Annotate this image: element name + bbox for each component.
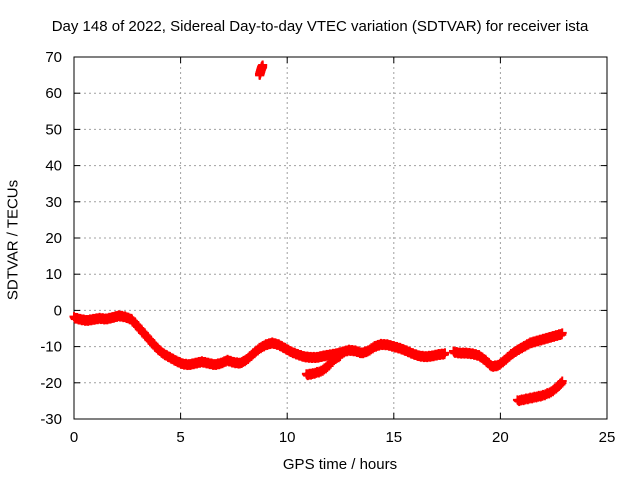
y-tick-label: 30 bbox=[45, 194, 62, 211]
x-tick-label: 5 bbox=[176, 429, 184, 446]
y-tick-label: -10 bbox=[40, 339, 62, 356]
data-point bbox=[557, 376, 567, 386]
x-tick-label: 0 bbox=[70, 429, 78, 446]
x-tick-label: 20 bbox=[492, 429, 509, 446]
y-tick-label: 0 bbox=[54, 302, 62, 319]
x-tick-label: 15 bbox=[385, 429, 402, 446]
data-point bbox=[440, 348, 450, 358]
y-tick-label: 40 bbox=[45, 158, 62, 175]
y-tick-label: 10 bbox=[45, 266, 62, 283]
x-tick-label: 10 bbox=[279, 429, 296, 446]
y-tick-label: -30 bbox=[40, 411, 62, 428]
x-axis-label: GPS time / hours bbox=[282, 456, 398, 473]
y-tick-label: 50 bbox=[45, 121, 62, 138]
y-tick-label: 60 bbox=[45, 85, 62, 102]
y-tick-label: -20 bbox=[40, 375, 62, 392]
x-tick-label: 25 bbox=[599, 429, 616, 446]
data-point bbox=[336, 350, 345, 360]
y-tick-label: 70 bbox=[45, 49, 62, 66]
chart-title: Day 148 of 2022, Sidereal Day-to-day VTE… bbox=[51, 18, 589, 35]
data-point bbox=[258, 60, 268, 70]
axis-ticks: 0 5 10 15 20 25 -30 -20 -10 0 10 20 30 40 50 60 70 bbox=[40, 49, 615, 446]
data-point bbox=[557, 328, 567, 338]
y-tick-label: 20 bbox=[45, 230, 62, 247]
data-series bbox=[69, 60, 567, 407]
grid bbox=[74, 57, 607, 419]
